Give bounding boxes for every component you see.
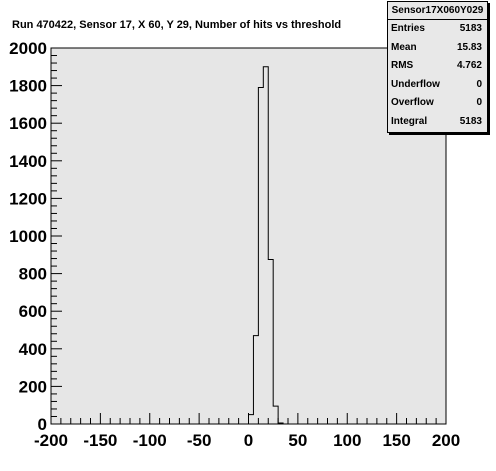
y-tick-label: 2000 (9, 39, 47, 58)
stats-label: Underflow (391, 78, 440, 90)
stats-value: 5183 (459, 23, 482, 34)
stats-row-mean: Mean 15.83 (388, 39, 487, 58)
x-tick-label: 0 (244, 431, 253, 450)
y-tick-label: 0 (38, 415, 47, 434)
y-tick-label: 1200 (9, 189, 47, 208)
stats-box-name: Sensor17X060Y029 (388, 2, 487, 20)
stats-label: Entries (391, 23, 425, 34)
x-tick-label: -50 (187, 431, 212, 450)
stats-row-entries: Entries 5183 (388, 20, 487, 39)
stats-label: Overflow (391, 97, 434, 109)
y-tick-label: 800 (19, 265, 47, 284)
y-tick-label: 1400 (9, 152, 47, 171)
stats-value: 15.83 (456, 41, 482, 53)
x-tick-label: -100 (133, 431, 167, 450)
stats-row-rms: RMS 4.762 (388, 57, 487, 76)
stats-value: 0 (476, 97, 482, 109)
y-tick-label: 1800 (9, 77, 47, 96)
stats-label: Mean (391, 41, 417, 53)
stats-row-overflow: Overflow 0 (388, 94, 487, 113)
x-tick-label: -200 (34, 431, 68, 450)
y-tick-label: 1600 (9, 114, 47, 133)
stats-row-integral: Integral 5183 (388, 113, 487, 132)
stats-value: 5183 (459, 115, 482, 127)
histogram-line (248, 66, 284, 424)
y-tick-label: 200 (19, 377, 47, 396)
chart-title: Run 470422, Sensor 17, X 60, Y 29, Numbe… (12, 19, 342, 31)
stats-value: 0 (476, 78, 482, 90)
x-tick-label: 150 (382, 431, 410, 450)
x-tick-label: 50 (288, 431, 307, 450)
stats-box: Sensor17X060Y029 Entries 5183 Mean 15.83… (387, 1, 488, 133)
axis-tick-labels: -200 -150 -100 -50 0 50 100 150 2000200400600800… (9, 39, 460, 450)
y-tick-label: 400 (19, 340, 47, 359)
y-tick-label: 600 (19, 302, 47, 321)
y-tick-label: 1000 (9, 227, 47, 246)
x-tick-label: 200 (432, 431, 460, 450)
stats-label: RMS (391, 60, 414, 72)
stats-label: Integral (391, 115, 428, 127)
x-tick-label: -150 (83, 431, 117, 450)
plot-area (51, 48, 446, 424)
plot-frame (50, 47, 447, 425)
stats-row-underflow: Underflow 0 (388, 76, 487, 95)
stats-value: 4.762 (456, 60, 482, 72)
x-tick-label: 100 (333, 431, 361, 450)
